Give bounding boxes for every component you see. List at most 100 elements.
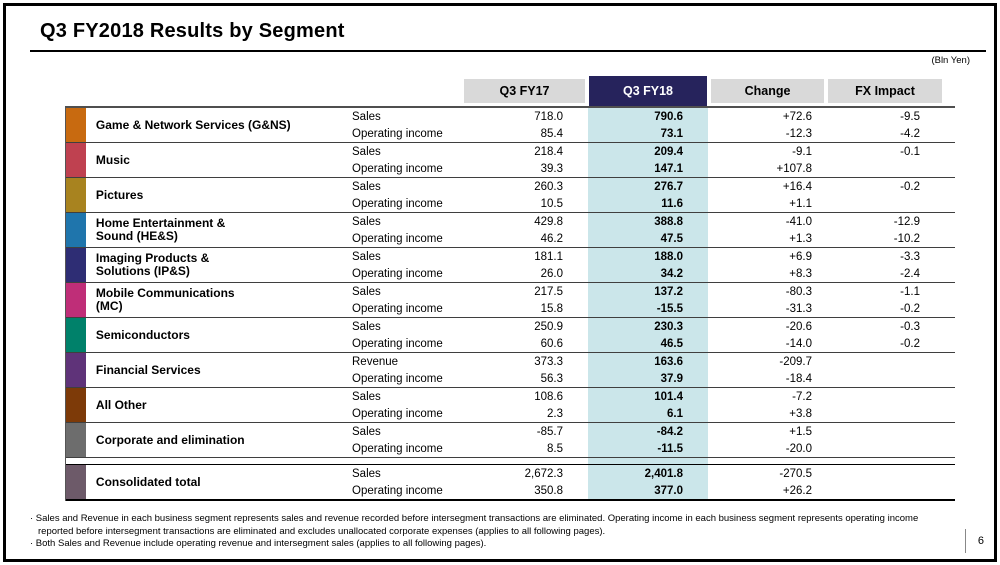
cell-line-item-label: Sales [352, 145, 381, 158]
table-row: Operating income 350.8 377.0 +26.2 [348, 482, 955, 499]
table-row: Sales 218.4 209.4 -9.1 -0.1 [348, 143, 955, 160]
cell-change-value: -270.5 [779, 467, 812, 480]
cell-q3-fy17-value: 218.4 [534, 145, 563, 158]
table-header-row: Q3 FY17 Q3 FY18 Change FX Impact [65, 76, 955, 106]
segment-block: Home Entertainment & Sound (HE&S) Sales 42… [66, 213, 955, 248]
cell-q3-fy17-value: 10.5 [540, 197, 563, 210]
segment-rows: Sales 429.8 388.8 -41.0 -12.9 Operating incom… [348, 213, 955, 247]
cell-q3-fy18-value: -84.2 [656, 425, 683, 438]
segment-block: Corporate and elimination Sales -85.7 -84.2… [66, 423, 955, 458]
segment-rows: Sales 2,672.3 2,401.8 -270.5 Operating incom… [348, 465, 955, 499]
cell-q3-fy18-value: 377.0 [654, 484, 683, 497]
cell-line-item-label: Sales [352, 180, 381, 193]
cell-change-value: -31.3 [785, 302, 812, 315]
cell-q3-fy18-value: -11.5 [657, 442, 683, 455]
footnote: · Sales and Revenue in each business seg… [30, 513, 919, 537]
cell-q3-fy17-value: 2,672.3 [524, 467, 563, 480]
unit-note: (Bln Yen) [931, 55, 970, 66]
cell-line-item-label: Sales [352, 285, 381, 298]
cell-fx-impact-value: -4.2 [900, 127, 920, 140]
cell-q3-fy17-value: 39.3 [540, 162, 563, 175]
segment-rows: Sales 108.6 101.4 -7.2 Operating income 2.3 6.… [348, 388, 955, 422]
segment-rows: Sales 250.9 230.3 -20.6 -0.3 Operating income… [348, 318, 955, 352]
cell-q3-fy17-value: 85.4 [540, 127, 563, 140]
segment-color-bar [66, 248, 86, 282]
table-row: Sales 260.3 276.7 +16.4 -0.2 [348, 178, 955, 195]
cell-fx-impact-value: -0.2 [900, 302, 920, 315]
column-header-fy17: Q3 FY17 [464, 79, 585, 103]
cell-line-item-label: Operating income [352, 407, 443, 420]
table-row: Sales 250.9 230.3 -20.6 -0.3 [348, 318, 955, 335]
cell-q3-fy17-value: 429.8 [534, 215, 563, 228]
cell-change-value: -12.3 [785, 127, 812, 140]
title-underline [30, 50, 986, 52]
cell-q3-fy18-value: 101.4 [654, 390, 683, 403]
cell-change-value: +8.3 [789, 267, 812, 280]
fy18-highlight-band [588, 106, 708, 501]
cell-line-item-label: Operating income [352, 232, 443, 245]
cell-line-item-label: Operating income [352, 337, 443, 350]
segment-name: All Other [95, 397, 147, 412]
cell-q3-fy18-value: 147.1 [654, 162, 683, 175]
segment-rows: Sales 718.0 790.6 +72.6 -9.5 Operating income… [348, 108, 955, 142]
segment-block: Mobile Communications (MC) Sales 217.5 137.… [66, 283, 955, 318]
cell-q3-fy17-value: 373.3 [534, 355, 563, 368]
cell-q3-fy17-value: 217.5 [534, 285, 563, 298]
segment-color-bar [66, 318, 86, 352]
footnotes: · Sales and Revenue in each business seg… [30, 513, 982, 551]
segment-block: All Other Sales 108.6 101.4 -7.2 Operating in… [66, 388, 955, 423]
segment-rows: Sales 217.5 137.2 -80.3 -1.1 Operating income… [348, 283, 955, 317]
table-row: Operating income 15.8 -15.5 -31.3 -0.2 [348, 300, 955, 317]
cell-q3-fy17-value: 108.6 [534, 390, 563, 403]
segment-color-bar [66, 213, 86, 247]
cell-line-item-label: Operating income [352, 162, 443, 175]
page-number: 6 [964, 529, 984, 553]
cell-change-value: +1.3 [789, 232, 812, 245]
segment-name: Pictures [95, 187, 144, 202]
cell-line-item-label: Operating income [352, 302, 443, 315]
cell-q3-fy18-value: 137.2 [654, 285, 683, 298]
table-row: Sales 429.8 388.8 -41.0 -12.9 [348, 213, 955, 230]
cell-change-value: +1.5 [789, 425, 812, 438]
cell-change-value: +26.2 [782, 484, 812, 497]
cell-q3-fy18-value: 6.1 [667, 407, 683, 420]
cell-q3-fy18-value: 2,401.8 [644, 467, 683, 480]
segment-block: Semiconductors Sales 250.9 230.3 -20.6 -0.3 Op… [66, 318, 955, 353]
cell-q3-fy17-value: 26.0 [540, 267, 563, 280]
segment-block: Pictures Sales 260.3 276.7 +16.4 -0.2 Operatin… [66, 178, 955, 213]
cell-q3-fy18-value: -15.5 [656, 302, 683, 315]
cell-line-item-label: Operating income [352, 484, 443, 497]
segment-color-bar [66, 388, 86, 422]
segment-color-bar [66, 108, 86, 142]
segment-name: Game & Network Services (G&NS) [95, 117, 291, 132]
column-header-fy18: Q3 FY18 [589, 76, 707, 106]
cell-q3-fy18-value: 11.6 [661, 197, 683, 210]
cell-q3-fy18-value: 276.7 [654, 180, 683, 193]
cell-q3-fy17-value: 8.5 [547, 442, 563, 455]
segment-name: Mobile Communications (MC) [95, 286, 235, 313]
cell-change-value: +72.6 [782, 110, 812, 123]
table-row: Sales 718.0 790.6 +72.6 -9.5 [348, 108, 955, 125]
cell-q3-fy17-value: 181.1 [534, 250, 563, 263]
table-row: Operating income 26.0 34.2 +8.3 -2.4 [348, 265, 955, 282]
cell-change-value: -18.4 [785, 372, 812, 385]
cell-q3-fy18-value: 163.6 [654, 355, 683, 368]
table-row: Operating income 2.3 6.1 +3.8 [348, 405, 955, 422]
segment-name: Music [95, 152, 130, 167]
cell-line-item-label: Operating income [352, 267, 443, 280]
segment-block: Game & Network Services (G&NS) Sales 718.0… [66, 108, 955, 143]
table-row: Sales 2,672.3 2,401.8 -270.5 [348, 465, 955, 482]
cell-line-item-label: Operating income [352, 127, 443, 140]
cell-q3-fy17-value: 350.8 [534, 484, 563, 497]
segment-rows: Sales -85.7 -84.2 +1.5 Operating income 8.5 -1… [348, 423, 955, 457]
segment-rows: Revenue 373.3 163.6 -209.7 Operating income 5… [348, 353, 955, 387]
table-row: Operating income 85.4 73.1 -12.3 -4.2 [348, 125, 955, 142]
table-row: Operating income 39.3 147.1 +107.8 [348, 160, 955, 177]
table-row: Operating income 46.2 47.5 +1.3 -10.2 [348, 230, 955, 247]
cell-change-value: -14.0 [785, 337, 812, 350]
segment-color-bar [66, 143, 86, 177]
cell-change-value: -9.1 [792, 145, 812, 158]
cell-line-item-label: Sales [352, 250, 381, 263]
table-row: Operating income 10.5 11.6 +1.1 [348, 195, 955, 212]
segment-name: Consolidated total [95, 474, 201, 489]
